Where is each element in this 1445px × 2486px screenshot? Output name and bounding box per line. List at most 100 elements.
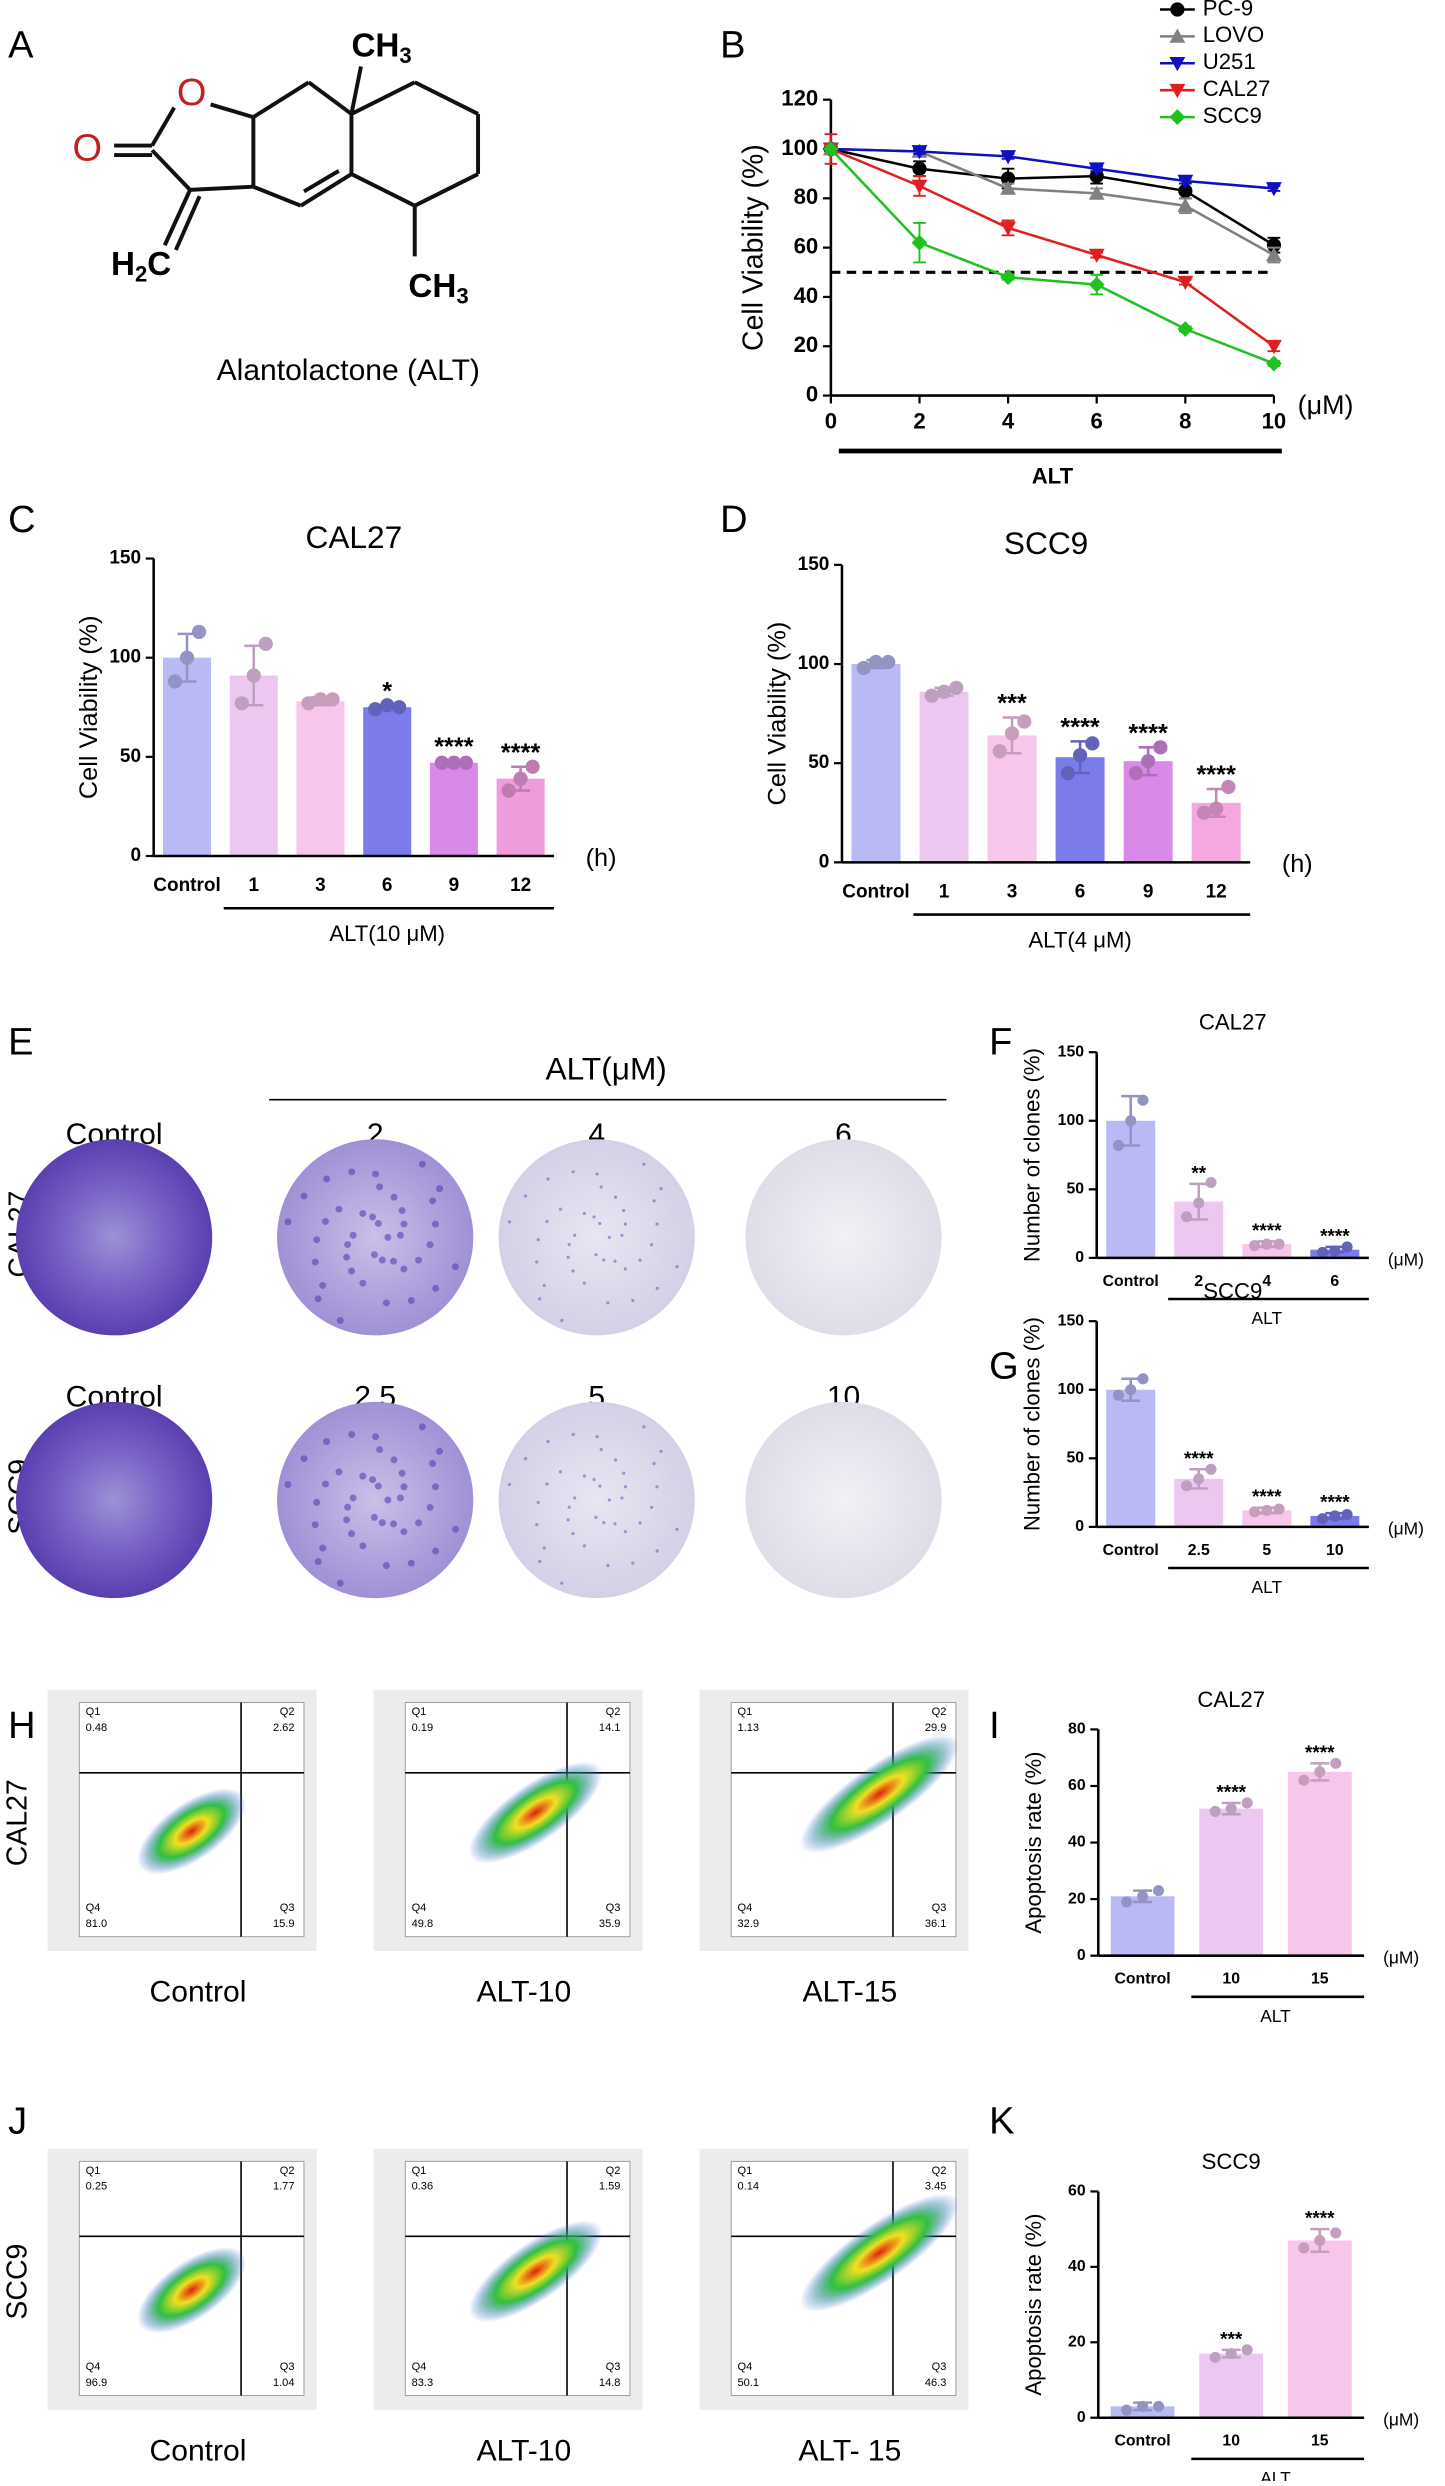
row-label: SCC9	[2, 2244, 34, 2320]
data-point	[1249, 1506, 1261, 1518]
colony-spot	[598, 1484, 602, 1488]
data-point	[1141, 754, 1156, 769]
colony-spot	[655, 1286, 659, 1290]
colony-spot	[336, 1579, 344, 1587]
data-point	[246, 668, 261, 683]
colony-spot	[582, 1281, 586, 1285]
quadrant-name: Q4	[412, 2361, 427, 2373]
bar	[1199, 2353, 1264, 2418]
quadrant-name: Q2	[606, 2165, 621, 2177]
colony-spot	[507, 1482, 512, 1487]
colony-spot	[370, 1251, 378, 1259]
colony-spot	[620, 1233, 624, 1237]
quadrant-value: 1.77	[273, 2181, 295, 2193]
x-unit: (μM)	[1298, 390, 1354, 420]
x-tick-label: Control	[842, 881, 909, 902]
x-tick-label: 8	[1179, 408, 1191, 433]
significance: ****	[1216, 1782, 1246, 1803]
quadrant-value: 36.1	[925, 1918, 947, 1930]
x-axis-label: ALT(4 μM)	[1028, 927, 1131, 952]
quadrant-name: Q1	[86, 2165, 101, 2177]
data-point	[1137, 1094, 1149, 1106]
quadrant-value: 1.59	[599, 2181, 621, 2193]
colony-spot	[359, 1209, 367, 1217]
colony-spot	[542, 1546, 546, 1550]
colony-spot	[349, 1231, 357, 1239]
colony-spot	[390, 1193, 398, 1201]
y-tick-label: 0	[1075, 1249, 1084, 1266]
significance: ***	[997, 690, 1027, 718]
colony-spot	[343, 1253, 351, 1261]
data-point	[392, 700, 407, 715]
significance: ****	[1128, 719, 1168, 747]
y-tick-label: 100	[781, 135, 818, 160]
colony-spot	[300, 1455, 308, 1463]
marker	[1000, 150, 1017, 165]
data-point	[1209, 801, 1224, 816]
quadrant-value: 81.0	[86, 1918, 108, 1930]
x-unit: (μM)	[1388, 1250, 1424, 1270]
data-point	[992, 744, 1007, 759]
colony-spot	[538, 1559, 542, 1564]
colony-spot	[384, 1233, 392, 1241]
data-point	[513, 771, 528, 786]
y-tick-label: 100	[1058, 1112, 1085, 1129]
marker	[1266, 247, 1282, 262]
chart-title: SCC9	[1004, 525, 1088, 561]
x-tick-label: 2.5	[1188, 1542, 1210, 1559]
colony-spot	[398, 1469, 406, 1477]
caption: Alantolactone (ALT)	[217, 354, 480, 387]
colony-spot	[314, 1557, 322, 1565]
colony-spot	[638, 1521, 642, 1525]
colony-spot	[592, 1215, 596, 1219]
significance: ****	[434, 733, 474, 761]
colony-spot	[300, 1192, 308, 1200]
y-tick-label: 100	[1058, 1381, 1085, 1398]
x-axis-label: ALT	[1032, 464, 1074, 489]
x-axis-label: ALT	[1260, 2006, 1291, 2026]
y-tick-label: 0	[130, 845, 141, 866]
quadrant-name: Q1	[412, 1706, 427, 1718]
data-point	[1330, 2227, 1342, 2239]
data-point	[1225, 2348, 1237, 2360]
y-tick-label: 120	[781, 86, 818, 111]
data-point	[167, 674, 183, 689]
quadrant-value: 1.13	[738, 1722, 760, 1734]
colony-spot	[343, 1516, 351, 1524]
colony-spot	[571, 1170, 575, 1174]
colony-spot	[382, 1562, 390, 1569]
panel-label: D	[720, 499, 747, 541]
colony-spot	[542, 1283, 546, 1288]
panel-label: B	[720, 24, 745, 66]
y-axis-label: Cell Viability (%)	[737, 144, 769, 351]
colony-spot	[431, 1483, 439, 1491]
colony-spot	[348, 1267, 355, 1275]
colony-spot	[335, 1468, 343, 1476]
data-point	[446, 755, 462, 770]
y-tick-label: 150	[798, 554, 830, 575]
panel-label: J	[8, 2100, 27, 2142]
x-tick-label: 10	[1262, 408, 1287, 433]
colony-spot	[382, 1299, 390, 1307]
colony-spot	[429, 1460, 437, 1467]
panel-label: E	[8, 1021, 33, 1063]
quadrant-value: 0.36	[412, 2181, 434, 2193]
y-tick-label: 20	[1068, 1890, 1086, 1907]
series-line	[830, 147, 1275, 348]
significance: ****	[1252, 1221, 1282, 1242]
colony-spot	[418, 1160, 426, 1168]
data-point	[191, 624, 207, 640]
colony-spot	[606, 1563, 610, 1568]
data-point	[1329, 1245, 1341, 1257]
x-tick-label: 2	[913, 408, 925, 433]
colony-spot	[659, 1187, 663, 1191]
y-axis-label: Cell Viability (%)	[75, 615, 103, 799]
colony-spot	[400, 1483, 408, 1491]
x-axis-label: ALT(10 μM)	[329, 921, 445, 946]
data-point	[1112, 1139, 1125, 1151]
data-point	[1341, 1241, 1353, 1253]
colony-spot	[602, 1521, 606, 1525]
marker	[1178, 183, 1193, 199]
quadrant-value: 49.8	[412, 1918, 434, 1930]
bar	[1287, 1771, 1352, 1956]
